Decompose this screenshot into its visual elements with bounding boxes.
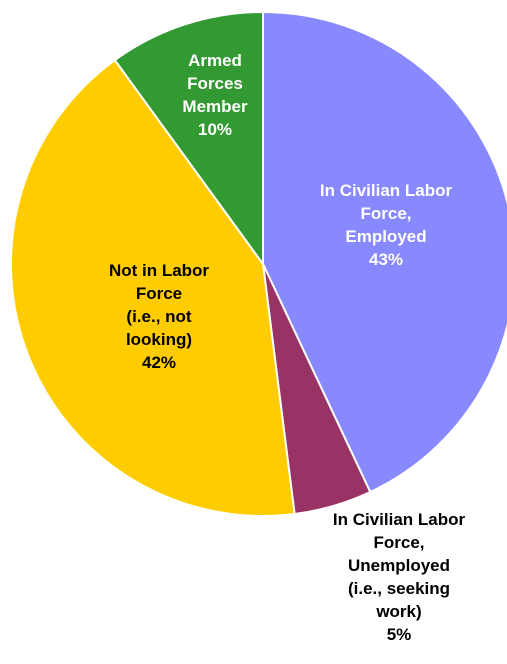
slice-not-in-labor-force-i-e-not-looking <box>10 58 296 517</box>
slice-label-line: Force <box>136 284 182 303</box>
slice-label-line: Unemployed <box>348 556 450 575</box>
slice-label-line: Force, <box>360 204 411 223</box>
slice-label-line: In Civilian Labor <box>320 181 453 200</box>
slice-in-civilian-labor-force-employed <box>262 10 507 494</box>
slice-label-not-in-labor-force-i-e-not-looking: Not in Labor Force (i.e., not looking) 42% <box>109 261 209 372</box>
slice-label-line: (i.e., not <box>126 307 192 326</box>
pie-slices <box>10 10 507 517</box>
slice-label-line: Force, <box>373 533 424 552</box>
slice-label-line: Member <box>182 97 248 116</box>
slice-label-in-civilian-labor-force-unemployed-i-e-seeking-work: In Civilian Labor Force, Unemployed (i.e., … <box>333 510 466 644</box>
slice-label-line: work) <box>375 602 421 621</box>
slice-label-line: In Civilian Labor <box>333 510 466 529</box>
slice-label-line: 10% <box>198 120 232 139</box>
slice-label-armed-forces-member: Armed Forces Member 10% <box>182 51 248 139</box>
slice-label-line: 42% <box>142 353 176 372</box>
slice-label-line: looking) <box>126 330 192 349</box>
slice-label-line: (i.e., seeking <box>348 579 450 598</box>
slice-label-line: Not in Labor <box>109 261 209 280</box>
pie-labels: In Civilian Labor Force, Employed 43%In Civ… <box>109 51 466 644</box>
slice-label-line: 5% <box>387 625 412 644</box>
slice-label-line: Armed <box>188 51 242 70</box>
slice-label-line: 43% <box>369 250 403 269</box>
slice-label-line: Forces <box>187 74 243 93</box>
slice-label-line: Employed <box>345 227 426 246</box>
slice-armed-forces-member <box>113 10 264 268</box>
slice-label-in-civilian-labor-force-employed: In Civilian Labor Force, Employed 43% <box>320 181 453 269</box>
